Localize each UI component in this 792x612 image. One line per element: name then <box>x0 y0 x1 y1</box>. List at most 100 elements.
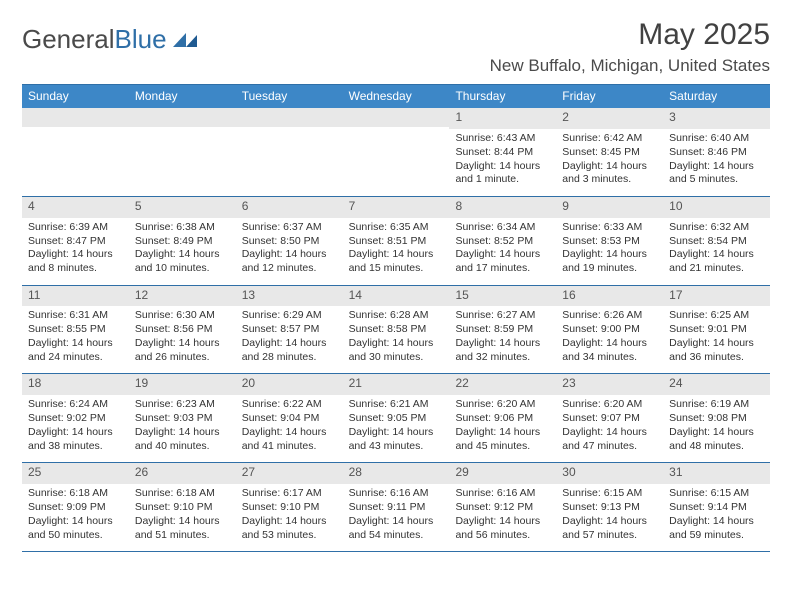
weekday-header: Thursday <box>449 85 556 108</box>
day-cell <box>129 108 236 196</box>
weekday-header: Saturday <box>663 85 770 108</box>
day-cell: 31Sunrise: 6:15 AMSunset: 9:14 PMDayligh… <box>663 463 770 551</box>
day-cell: 21Sunrise: 6:21 AMSunset: 9:05 PMDayligh… <box>343 374 450 462</box>
day-number: 3 <box>663 108 770 129</box>
day-body: Sunrise: 6:16 AMSunset: 9:11 PMDaylight:… <box>343 484 450 551</box>
sunrise-text: Sunrise: 6:24 AM <box>28 398 123 412</box>
day-number: 30 <box>556 463 663 484</box>
day-body: Sunrise: 6:42 AMSunset: 8:45 PMDaylight:… <box>556 129 663 196</box>
sunset-text: Sunset: 8:58 PM <box>349 323 444 337</box>
daylight-text: Daylight: 14 hours and 5 minutes. <box>669 160 764 188</box>
daylight-text: Daylight: 14 hours and 51 minutes. <box>135 515 230 543</box>
sunrise-text: Sunrise: 6:23 AM <box>135 398 230 412</box>
daylight-text: Daylight: 14 hours and 48 minutes. <box>669 426 764 454</box>
day-body: Sunrise: 6:22 AMSunset: 9:04 PMDaylight:… <box>236 395 343 462</box>
day-cell: 13Sunrise: 6:29 AMSunset: 8:57 PMDayligh… <box>236 286 343 374</box>
day-number: 1 <box>449 108 556 129</box>
day-number: 27 <box>236 463 343 484</box>
sunset-text: Sunset: 8:53 PM <box>562 235 657 249</box>
day-body: Sunrise: 6:18 AMSunset: 9:10 PMDaylight:… <box>129 484 236 551</box>
calendar: SundayMondayTuesdayWednesdayThursdayFrid… <box>22 84 770 552</box>
day-number: 26 <box>129 463 236 484</box>
sunset-text: Sunset: 9:09 PM <box>28 501 123 515</box>
day-body: Sunrise: 6:24 AMSunset: 9:02 PMDaylight:… <box>22 395 129 462</box>
week-row: 18Sunrise: 6:24 AMSunset: 9:02 PMDayligh… <box>22 374 770 463</box>
day-cell: 2Sunrise: 6:42 AMSunset: 8:45 PMDaylight… <box>556 108 663 196</box>
weekday-header: Sunday <box>22 85 129 108</box>
daylight-text: Daylight: 14 hours and 12 minutes. <box>242 248 337 276</box>
sunset-text: Sunset: 9:11 PM <box>349 501 444 515</box>
day-number: 12 <box>129 286 236 307</box>
daylight-text: Daylight: 14 hours and 34 minutes. <box>562 337 657 365</box>
daylight-text: Daylight: 14 hours and 15 minutes. <box>349 248 444 276</box>
day-body <box>236 127 343 194</box>
sunset-text: Sunset: 8:55 PM <box>28 323 123 337</box>
week-row: 11Sunrise: 6:31 AMSunset: 8:55 PMDayligh… <box>22 286 770 375</box>
daylight-text: Daylight: 14 hours and 43 minutes. <box>349 426 444 454</box>
daylight-text: Daylight: 14 hours and 26 minutes. <box>135 337 230 365</box>
day-body: Sunrise: 6:28 AMSunset: 8:58 PMDaylight:… <box>343 306 450 373</box>
day-cell: 15Sunrise: 6:27 AMSunset: 8:59 PMDayligh… <box>449 286 556 374</box>
day-number: 19 <box>129 374 236 395</box>
daylight-text: Daylight: 14 hours and 45 minutes. <box>455 426 550 454</box>
day-body: Sunrise: 6:23 AMSunset: 9:03 PMDaylight:… <box>129 395 236 462</box>
daylight-text: Daylight: 14 hours and 50 minutes. <box>28 515 123 543</box>
day-body <box>129 127 236 194</box>
day-cell: 7Sunrise: 6:35 AMSunset: 8:51 PMDaylight… <box>343 197 450 285</box>
sunrise-text: Sunrise: 6:15 AM <box>562 487 657 501</box>
daylight-text: Daylight: 14 hours and 53 minutes. <box>242 515 337 543</box>
location-label: New Buffalo, Michigan, United States <box>490 56 770 76</box>
sunrise-text: Sunrise: 6:21 AM <box>349 398 444 412</box>
day-body: Sunrise: 6:43 AMSunset: 8:44 PMDaylight:… <box>449 129 556 196</box>
weekday-header: Tuesday <box>236 85 343 108</box>
daylight-text: Daylight: 14 hours and 19 minutes. <box>562 248 657 276</box>
sunrise-text: Sunrise: 6:22 AM <box>242 398 337 412</box>
sunset-text: Sunset: 9:08 PM <box>669 412 764 426</box>
day-body: Sunrise: 6:17 AMSunset: 9:10 PMDaylight:… <box>236 484 343 551</box>
day-body: Sunrise: 6:29 AMSunset: 8:57 PMDaylight:… <box>236 306 343 373</box>
daylight-text: Daylight: 14 hours and 54 minutes. <box>349 515 444 543</box>
day-cell: 5Sunrise: 6:38 AMSunset: 8:49 PMDaylight… <box>129 197 236 285</box>
sunset-text: Sunset: 8:44 PM <box>455 146 550 160</box>
day-body: Sunrise: 6:30 AMSunset: 8:56 PMDaylight:… <box>129 306 236 373</box>
sunset-text: Sunset: 8:54 PM <box>669 235 764 249</box>
sunrise-text: Sunrise: 6:27 AM <box>455 309 550 323</box>
day-number <box>236 108 343 127</box>
daylight-text: Daylight: 14 hours and 30 minutes. <box>349 337 444 365</box>
daylight-text: Daylight: 14 hours and 8 minutes. <box>28 248 123 276</box>
daylight-text: Daylight: 14 hours and 32 minutes. <box>455 337 550 365</box>
day-cell: 28Sunrise: 6:16 AMSunset: 9:11 PMDayligh… <box>343 463 450 551</box>
day-cell: 20Sunrise: 6:22 AMSunset: 9:04 PMDayligh… <box>236 374 343 462</box>
sunrise-text: Sunrise: 6:32 AM <box>669 221 764 235</box>
sunrise-text: Sunrise: 6:26 AM <box>562 309 657 323</box>
day-cell: 27Sunrise: 6:17 AMSunset: 9:10 PMDayligh… <box>236 463 343 551</box>
day-number: 17 <box>663 286 770 307</box>
daylight-text: Daylight: 14 hours and 24 minutes. <box>28 337 123 365</box>
day-cell: 26Sunrise: 6:18 AMSunset: 9:10 PMDayligh… <box>129 463 236 551</box>
day-cell: 11Sunrise: 6:31 AMSunset: 8:55 PMDayligh… <box>22 286 129 374</box>
brand-logo: GeneralBlue <box>22 18 199 55</box>
day-number: 28 <box>343 463 450 484</box>
day-number: 29 <box>449 463 556 484</box>
sunrise-text: Sunrise: 6:34 AM <box>455 221 550 235</box>
sunset-text: Sunset: 9:03 PM <box>135 412 230 426</box>
sunrise-text: Sunrise: 6:16 AM <box>455 487 550 501</box>
day-body: Sunrise: 6:40 AMSunset: 8:46 PMDaylight:… <box>663 129 770 196</box>
day-number <box>343 108 450 127</box>
day-cell: 8Sunrise: 6:34 AMSunset: 8:52 PMDaylight… <box>449 197 556 285</box>
day-body: Sunrise: 6:16 AMSunset: 9:12 PMDaylight:… <box>449 484 556 551</box>
daylight-text: Daylight: 14 hours and 38 minutes. <box>28 426 123 454</box>
daylight-text: Daylight: 14 hours and 3 minutes. <box>562 160 657 188</box>
day-cell: 9Sunrise: 6:33 AMSunset: 8:53 PMDaylight… <box>556 197 663 285</box>
day-cell: 18Sunrise: 6:24 AMSunset: 9:02 PMDayligh… <box>22 374 129 462</box>
sunrise-text: Sunrise: 6:19 AM <box>669 398 764 412</box>
day-body: Sunrise: 6:37 AMSunset: 8:50 PMDaylight:… <box>236 218 343 285</box>
day-body: Sunrise: 6:15 AMSunset: 9:13 PMDaylight:… <box>556 484 663 551</box>
day-cell: 24Sunrise: 6:19 AMSunset: 9:08 PMDayligh… <box>663 374 770 462</box>
sunrise-text: Sunrise: 6:18 AM <box>28 487 123 501</box>
day-number: 23 <box>556 374 663 395</box>
day-body: Sunrise: 6:27 AMSunset: 8:59 PMDaylight:… <box>449 306 556 373</box>
day-cell: 30Sunrise: 6:15 AMSunset: 9:13 PMDayligh… <box>556 463 663 551</box>
day-cell: 10Sunrise: 6:32 AMSunset: 8:54 PMDayligh… <box>663 197 770 285</box>
sunrise-text: Sunrise: 6:37 AM <box>242 221 337 235</box>
